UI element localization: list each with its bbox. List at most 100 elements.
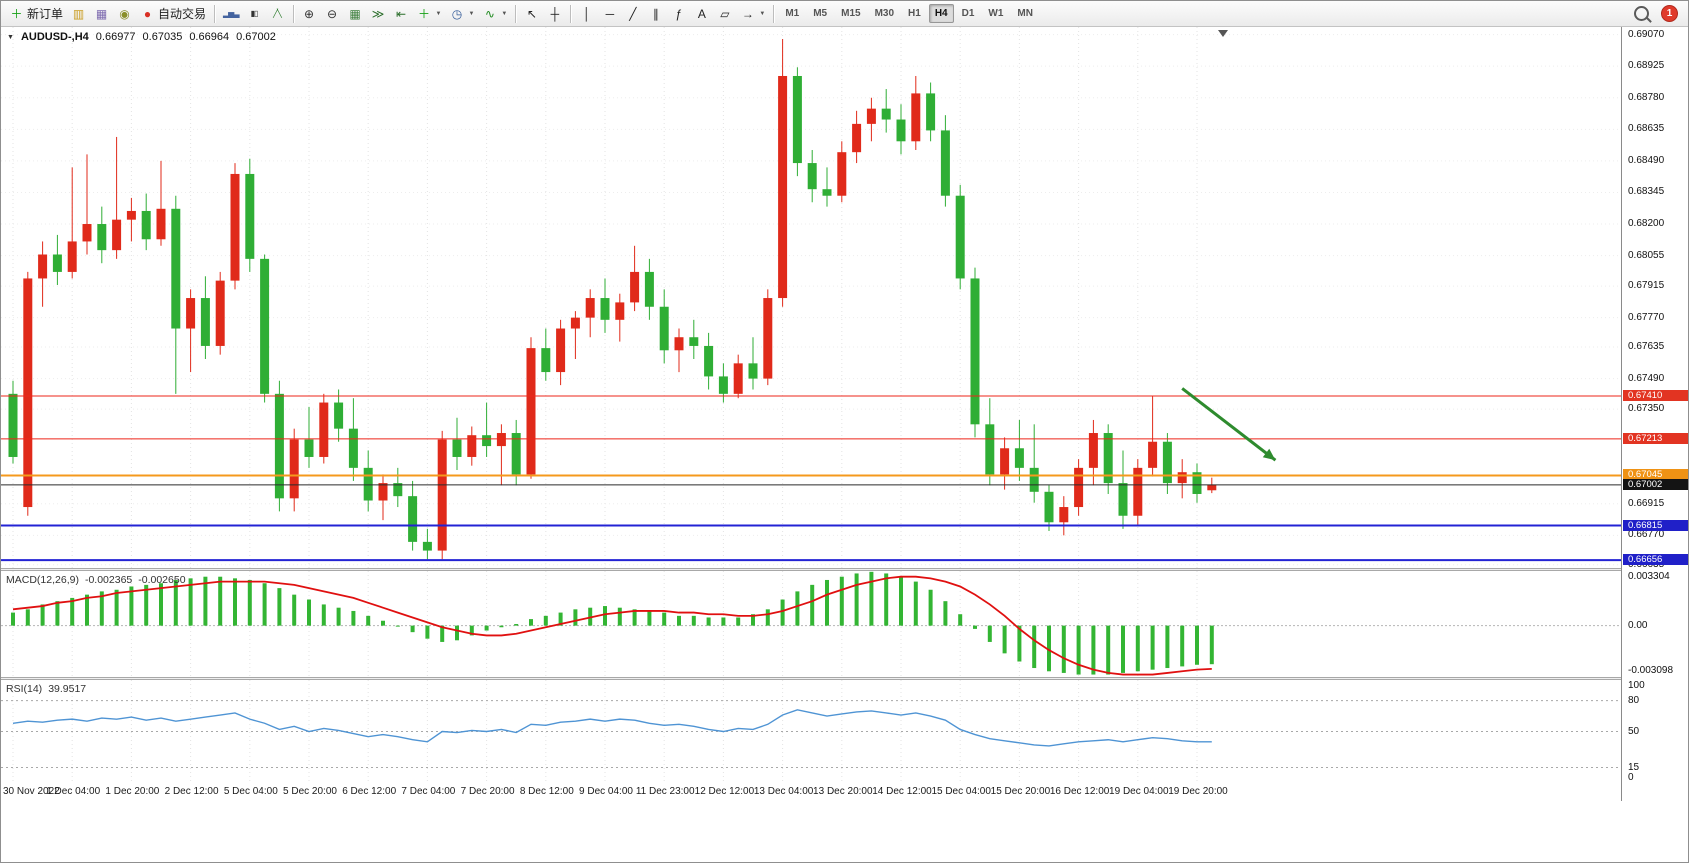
- macd-bar: [381, 620, 385, 626]
- candle: [689, 337, 699, 346]
- search-icon[interactable]: [1634, 6, 1649, 21]
- chart-shift-button[interactable]: ⇤: [390, 3, 413, 25]
- charts-profile-button[interactable]: ▥: [67, 3, 90, 25]
- macd-bar: [499, 625, 504, 628]
- macd-signal-line: [12, 575, 1212, 676]
- rsi-axis-tick: 15: [1628, 761, 1640, 773]
- candle: [748, 363, 758, 379]
- arrow-tools-button[interactable]: → ▼: [736, 3, 769, 25]
- timeframe-m5-button[interactable]: M5: [813, 8, 828, 19]
- candle: [1162, 441, 1172, 484]
- timeframe-h1-button[interactable]: H1: [908, 8, 921, 19]
- open-value: 0.66977: [95, 31, 136, 43]
- candle: [1014, 448, 1024, 468]
- rsi-axis-tick: 50: [1628, 725, 1640, 737]
- text-button[interactable]: A: [690, 3, 713, 25]
- text-icon: A: [697, 6, 706, 21]
- new-chart-button[interactable]: ＋ ▼: [413, 3, 446, 25]
- candle: [1000, 448, 1010, 475]
- macd-bar: [99, 591, 104, 626]
- vertical-line-button[interactable]: │: [575, 3, 598, 25]
- fibonacci-button[interactable]: ƒ: [667, 3, 690, 25]
- candle: [304, 439, 314, 457]
- panel-separator[interactable]: [1, 568, 1688, 571]
- bar-chart-icon: ▂▅▃: [223, 8, 240, 18]
- axis-tick: 0.68055: [1628, 249, 1665, 261]
- macd-bar: [573, 609, 578, 626]
- auto-scroll-button[interactable]: ≫: [367, 3, 390, 25]
- candle: [334, 402, 344, 429]
- zoom-in-button[interactable]: ⊕: [298, 3, 321, 25]
- macd-bar: [144, 584, 149, 626]
- channel-button[interactable]: ∥: [644, 3, 667, 25]
- macd-bar: [1017, 625, 1022, 662]
- crosshair-button[interactable]: ┼: [543, 3, 566, 25]
- zoom-out-button[interactable]: ⊖: [321, 3, 344, 25]
- line-chart-icon: ╱╲: [273, 8, 282, 18]
- period-button[interactable]: ◷ ▼: [445, 3, 478, 25]
- macd-bar: [825, 579, 829, 626]
- timeframe-m15-button[interactable]: M15: [841, 8, 861, 19]
- timeframe-mn-button[interactable]: MN: [1017, 8, 1033, 19]
- timeframe-d1-button[interactable]: D1: [961, 8, 975, 19]
- channel-icon: ∥: [652, 6, 659, 21]
- candle: [1059, 507, 1069, 523]
- price-axis[interactable]: 0.69070 0.68925 0.68780 0.68635 0.68490 0.683…: [1621, 27, 1688, 801]
- macd-bar: [736, 617, 741, 626]
- autotrading-button[interactable]: ● 自动交易: [136, 3, 210, 25]
- shapes-button[interactable]: ▱: [713, 3, 736, 25]
- new-order-icon: ＋: [10, 6, 23, 21]
- macd-signal-value: -0.002650: [138, 574, 186, 586]
- macd-bar: [514, 624, 519, 626]
- timeframe-h4-button[interactable]: H4: [928, 4, 954, 23]
- macd-axis-tick: 0.003304: [1628, 571, 1670, 582]
- time-label: 13 Dec 04:00: [753, 786, 814, 797]
- data-window-button[interactable]: ◉: [113, 3, 136, 25]
- candle: [126, 210, 136, 220]
- rsi-chart[interactable]: [1, 680, 1621, 783]
- notification-badge[interactable]: 1: [1661, 5, 1678, 22]
- toolbar-divider: [773, 4, 775, 23]
- candle: [1192, 472, 1202, 494]
- candle: [422, 541, 432, 551]
- time-label: 6 Dec 12:00: [342, 786, 397, 797]
- market-watch-button[interactable]: ▦: [90, 3, 113, 25]
- candle: [1177, 472, 1187, 484]
- chart-shift-marker-icon[interactable]: [1218, 30, 1228, 37]
- timeframe-w1-button[interactable]: W1: [988, 8, 1004, 19]
- candle: [408, 496, 418, 542]
- macd-bar: [114, 589, 119, 626]
- tile-windows-button[interactable]: ▦: [344, 3, 367, 25]
- line-chart-button[interactable]: ╱╲: [266, 3, 289, 25]
- crosshair-icon: ┼: [550, 6, 560, 21]
- trend-arrow[interactable]: [1181, 387, 1277, 462]
- candle: [674, 337, 684, 351]
- zoom-out-icon: ⊖: [326, 6, 338, 21]
- price-chart[interactable]: [1, 27, 1621, 568]
- macd-bar: [277, 588, 282, 626]
- horizontal-line-button[interactable]: ─: [598, 3, 621, 25]
- macd-chart[interactable]: [1, 571, 1621, 677]
- new-order-button[interactable]: ＋ 新订单: [5, 3, 67, 25]
- panel-separator[interactable]: [1, 677, 1688, 680]
- trendline-button[interactable]: ╱: [621, 3, 644, 25]
- macd-bar: [751, 614, 755, 626]
- candlestick-chart-button[interactable]: ▮▯: [243, 3, 266, 25]
- macd-bar: [662, 612, 667, 626]
- timeframe-m1-button[interactable]: M1: [785, 8, 800, 19]
- axis-tick: 0.66770: [1628, 529, 1665, 541]
- bar-chart-button[interactable]: ▂▅▃: [219, 3, 242, 25]
- indicators-button[interactable]: ∿ ▼: [478, 3, 511, 25]
- macd-bar: [1002, 625, 1007, 654]
- candle: [1029, 467, 1039, 492]
- chart-menu-caret-icon[interactable]: ▼: [7, 33, 14, 41]
- axis-tick: 0.67915: [1628, 280, 1665, 292]
- cursor-button[interactable]: ↖: [520, 3, 543, 25]
- price-badge: 0.66656: [1623, 554, 1688, 566]
- autotrading-icon: ●: [143, 6, 152, 21]
- timeframe-m30-button[interactable]: M30: [874, 8, 895, 19]
- caret-down-icon: ▼: [435, 10, 442, 17]
- candle: [1103, 433, 1113, 484]
- candle: [467, 435, 477, 457]
- chart-header: ▼ AUDUSD-,H4 0.66977 0.67035 0.66964 0.6…: [7, 31, 276, 43]
